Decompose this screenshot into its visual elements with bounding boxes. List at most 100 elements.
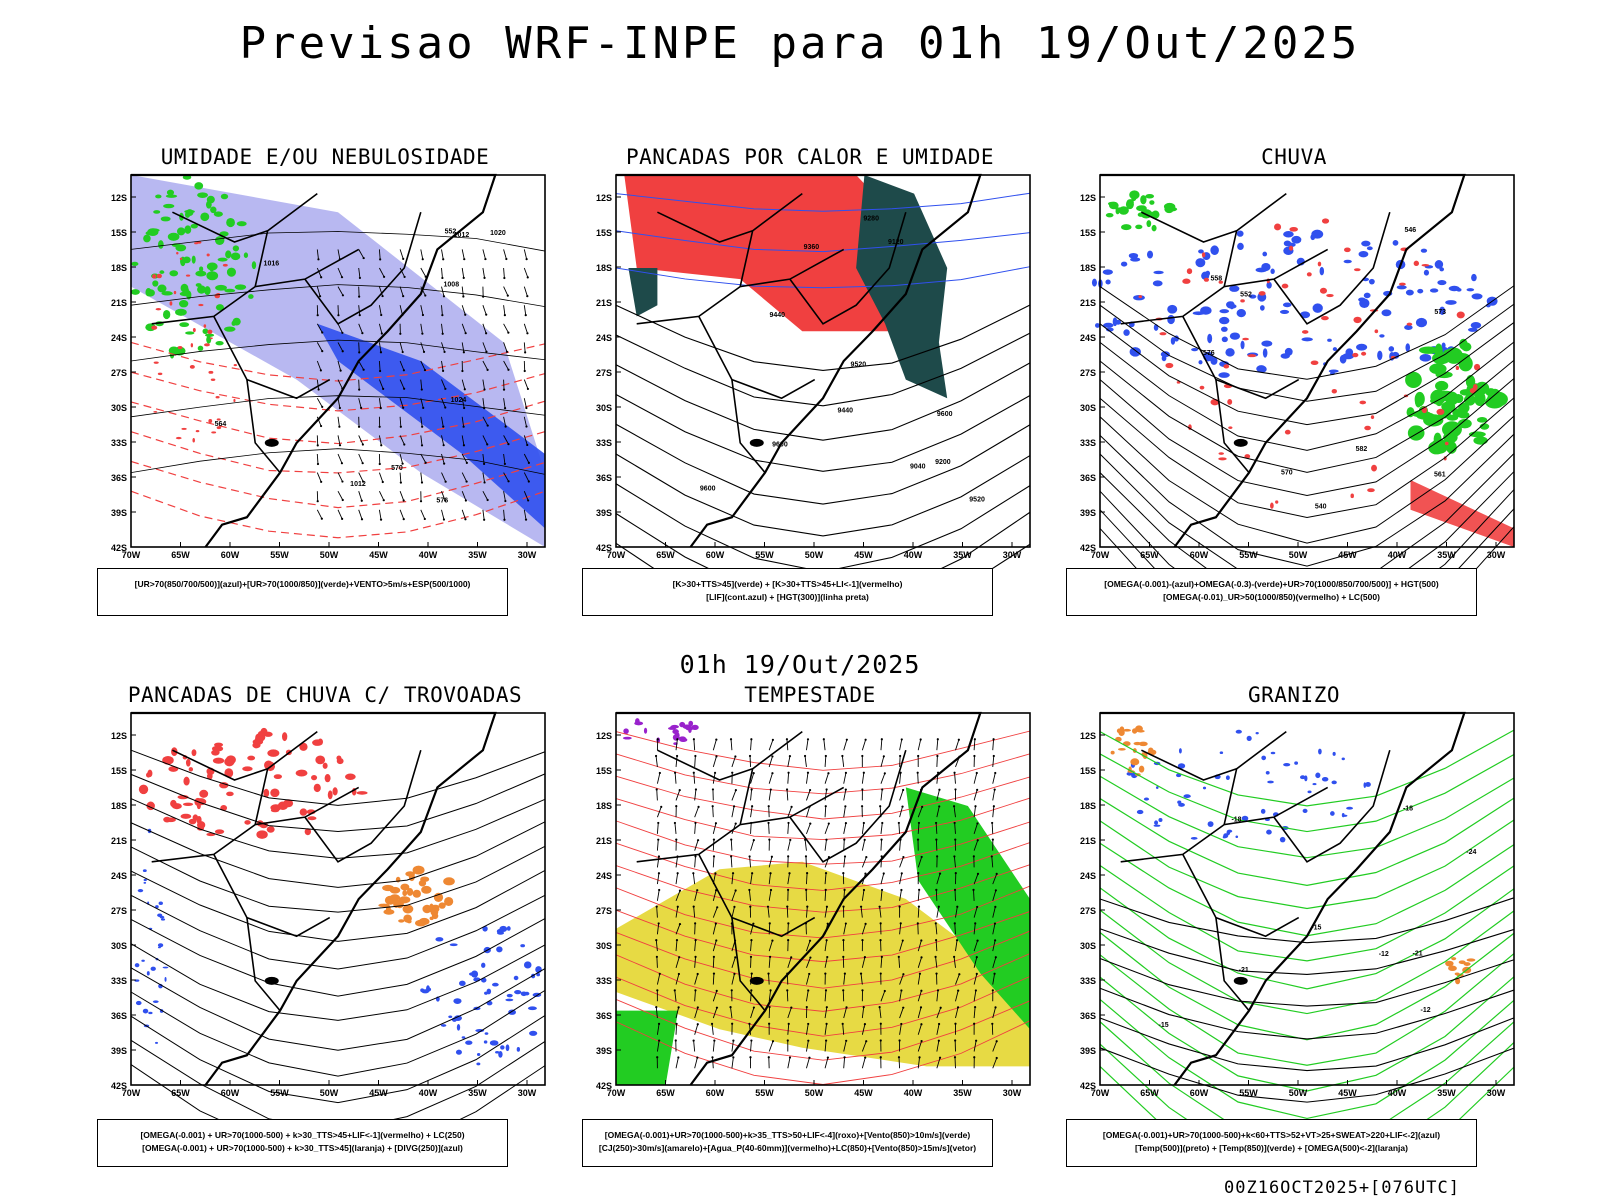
wind-vector-head <box>735 789 737 791</box>
contour-label: 9440 <box>769 312 785 319</box>
field-patch <box>396 900 404 908</box>
wind-vector-head <box>826 906 828 908</box>
field-patch <box>205 334 214 337</box>
wind-vector-head <box>525 425 527 427</box>
wind-vector <box>421 268 426 277</box>
wind-vector-head <box>881 956 883 958</box>
field-patch <box>148 1012 152 1014</box>
field-patch <box>1240 299 1245 302</box>
field-patch <box>1285 348 1293 356</box>
wind-vector-head <box>341 332 343 334</box>
lat-label: 36S <box>111 1011 127 1021</box>
wind-vector <box>732 790 736 800</box>
wind-vector-head <box>358 388 360 390</box>
field-patch <box>1430 288 1438 292</box>
field-patch <box>215 236 224 245</box>
wind-vector-head <box>881 889 883 891</box>
wind-vector-head <box>974 805 976 807</box>
lat-label: 18S <box>111 263 127 273</box>
field-patch <box>1464 962 1471 966</box>
field-patch <box>1227 399 1232 405</box>
field-patch <box>1126 200 1134 210</box>
wind-vector <box>657 890 659 901</box>
field-patch <box>1260 305 1265 311</box>
field-patch <box>1223 836 1226 839</box>
wind-vector <box>442 268 443 278</box>
lat-label: 27S <box>111 906 127 916</box>
wind-vector-head <box>841 755 843 757</box>
field-patch <box>1187 268 1192 274</box>
wind-vector-head <box>767 906 769 908</box>
panel-title: UMIDADE E/OU NEBULOSIDADE <box>95 145 555 169</box>
field-patch <box>465 1040 472 1044</box>
lagoon <box>265 439 279 447</box>
field-patch <box>1266 771 1270 775</box>
wind-vector-head <box>442 258 444 260</box>
wind-vector <box>974 739 975 750</box>
wind-vector-head <box>752 923 754 925</box>
wind-vector-head <box>694 956 696 958</box>
field-patch <box>471 970 478 977</box>
wind-vector-head <box>713 839 715 841</box>
contour-line <box>1100 888 1514 989</box>
field-patch <box>1270 503 1274 509</box>
wind-vector-head <box>379 370 381 372</box>
contour-label: -18 <box>1231 817 1241 824</box>
field-patch <box>216 396 220 398</box>
wind-vector-head <box>955 872 957 874</box>
field-patch <box>1342 757 1345 760</box>
lon-label: 40W <box>904 1088 923 1098</box>
wind-vector-head <box>770 889 772 891</box>
contour-label: 9440 <box>837 408 853 415</box>
wind-vector-head <box>768 1056 770 1058</box>
wind-vector <box>400 491 404 500</box>
wind-vector-head <box>444 406 446 408</box>
wind-vector <box>524 380 528 389</box>
wind-vector-head <box>487 499 489 501</box>
field-patch <box>443 877 455 885</box>
wind-vector-head <box>341 480 343 482</box>
wind-vector-head <box>464 314 466 316</box>
border-line <box>657 750 752 780</box>
lon-label: 55W <box>755 550 774 560</box>
field-patch <box>1164 203 1175 210</box>
field-patch <box>1326 294 1333 297</box>
contour-label: 9280 <box>863 216 879 223</box>
wind-vector-head <box>920 1023 922 1025</box>
wind-vector-head <box>770 788 772 790</box>
wind-vector-head <box>845 1040 847 1042</box>
wind-vector-head <box>320 369 322 371</box>
field-patch <box>1437 409 1445 415</box>
wind-vector-head <box>463 258 465 260</box>
wind-vector <box>338 454 342 463</box>
field-patch <box>1379 334 1384 337</box>
lat-label: 33S <box>1080 438 1096 448</box>
field-patch <box>1154 820 1158 825</box>
lat-label: 39S <box>111 508 127 518</box>
legend-line: [K>30+TTS>45](verde) + [K>30+TTS>45+LI<-… <box>583 578 992 591</box>
field-patch <box>1359 251 1369 257</box>
wind-vector-head <box>974 1006 976 1008</box>
lon-label: 30W <box>1003 550 1022 560</box>
border-line <box>732 380 765 473</box>
wind-vector-head <box>937 989 939 991</box>
lon-label: 35W <box>953 550 972 560</box>
field-patch <box>1375 329 1379 333</box>
field-patch <box>1451 957 1456 960</box>
field-patch <box>421 886 431 894</box>
wind-vector <box>462 287 463 297</box>
wind-vector <box>657 957 658 968</box>
wind-vector-head <box>826 788 828 790</box>
wind-vector-head <box>675 1039 677 1041</box>
wind-vector-head <box>769 922 771 924</box>
wind-vector-head <box>880 972 882 974</box>
wind-vector-head <box>321 518 323 520</box>
lon-label: 40W <box>419 550 438 560</box>
wind-vector <box>899 1057 900 1068</box>
wind-vector-head <box>844 973 846 975</box>
field-patch <box>459 981 466 986</box>
field-patch <box>1329 370 1339 373</box>
field-patch <box>1208 821 1214 827</box>
wind-vector-head <box>697 1023 699 1025</box>
